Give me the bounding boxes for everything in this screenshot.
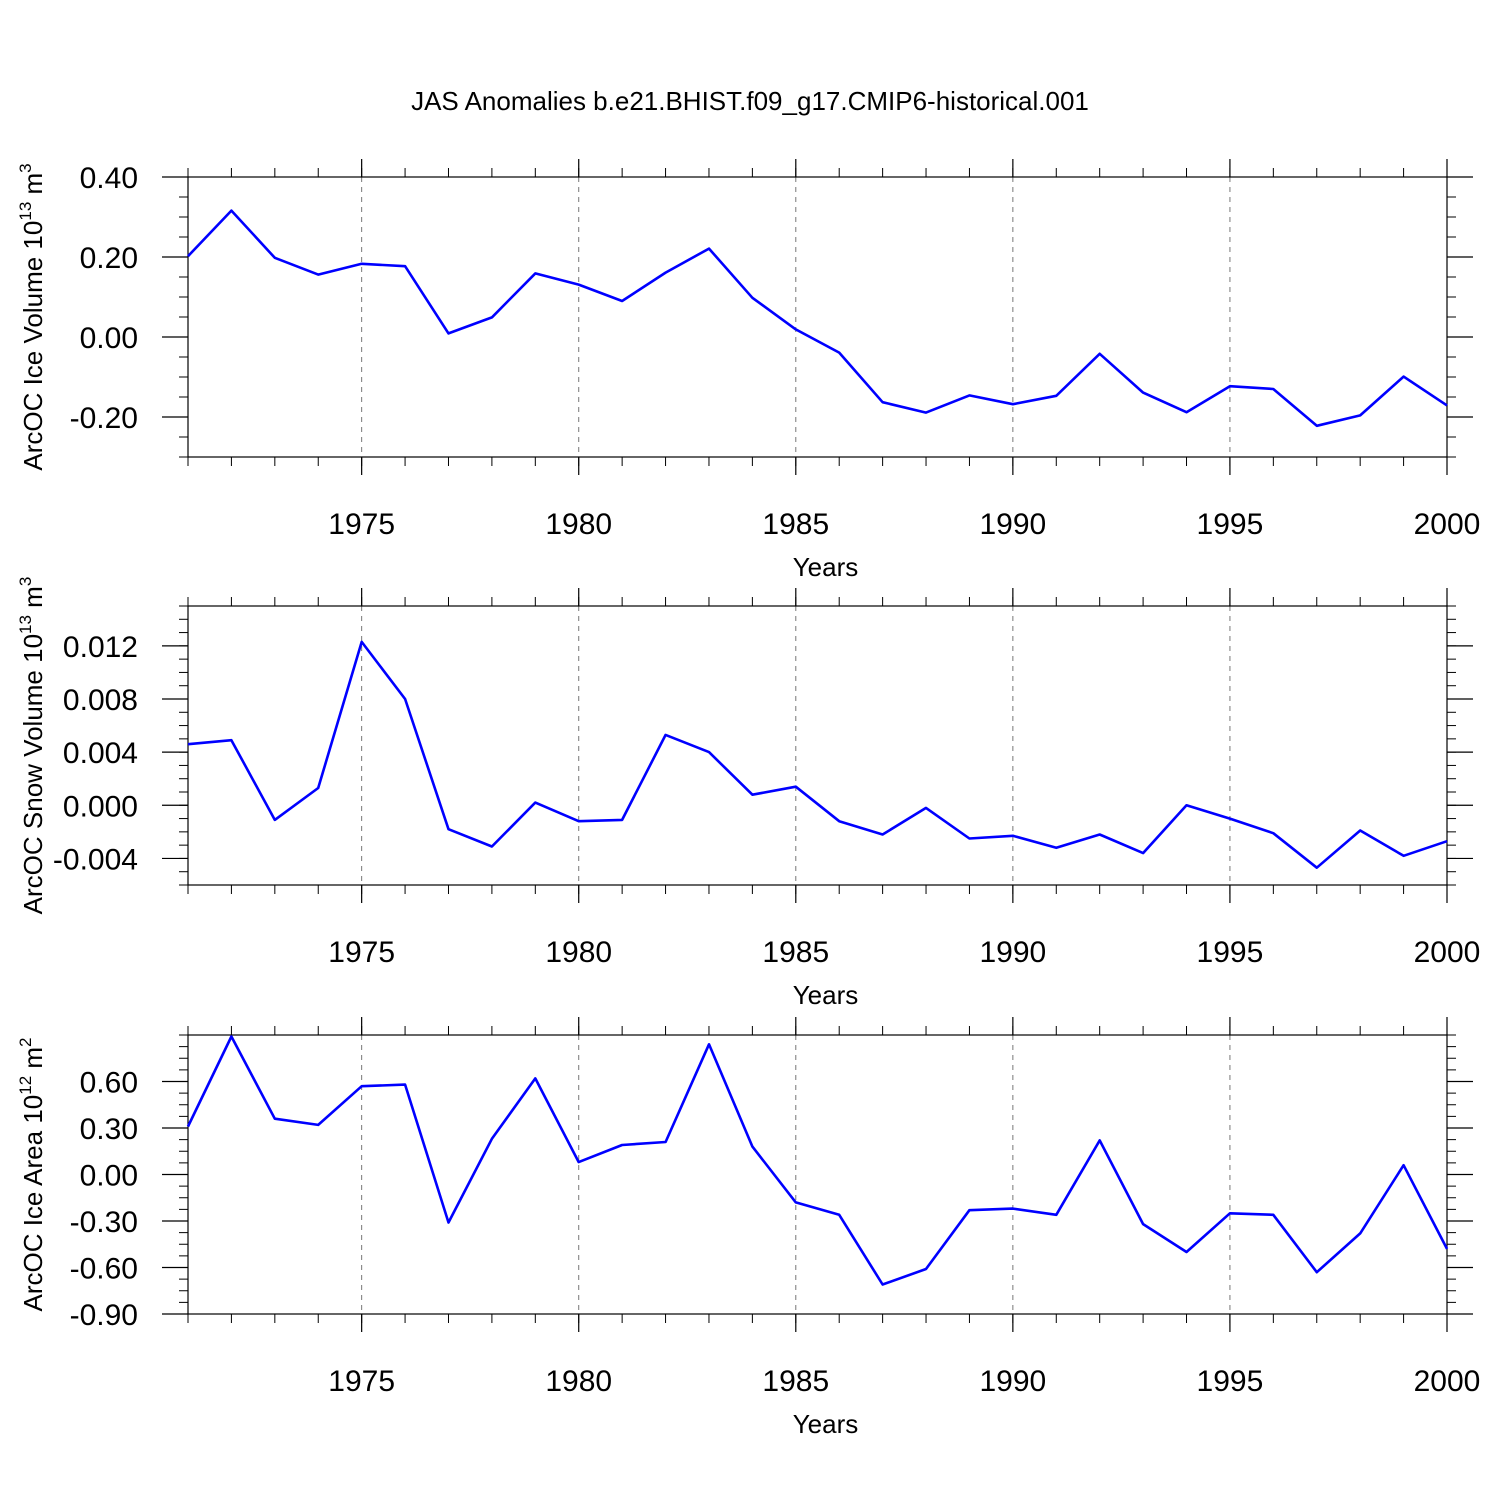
x-tick-label: 1980: [545, 1365, 612, 1398]
y-tick-label: -0.90: [70, 1299, 138, 1332]
y-tick-label: -0.004: [53, 843, 138, 876]
y-tick-label: -0.60: [70, 1253, 138, 1286]
y-tick-label: 0.012: [63, 631, 138, 664]
y-tick-label: 0.008: [63, 684, 138, 717]
x-tick-label: 1980: [545, 936, 612, 969]
plot-frame: [188, 177, 1447, 457]
x-tick-label: 2000: [1414, 1365, 1481, 1398]
y-tick-label: 0.00: [80, 1160, 138, 1193]
chart-panel-1: 1975 1980 1985 1990 1995 2000 0.40 0.20 0.00 -0.2…: [16, 159, 1480, 582]
y-axis-title-unit-exponent: 2: [16, 1037, 35, 1046]
x-tick-label: 1975: [328, 1365, 395, 1398]
x-axis-title: Years: [793, 552, 859, 582]
y-tick-label: 0.20: [80, 242, 138, 275]
y-axis-title: ArcOC Ice Area 1012 m2: [16, 1037, 48, 1311]
x-tick-label: 1990: [979, 1365, 1046, 1398]
y-axis-title-exponent: 13: [16, 202, 35, 221]
y-axis-title-exponent: 12: [16, 1076, 35, 1095]
y-tick-label: 0.40: [80, 162, 138, 195]
y-axis-title: ArcOC Snow Volume 1013 m3: [16, 577, 48, 915]
x-axis-title: Years: [793, 980, 859, 1010]
x-tick-label: 2000: [1414, 508, 1481, 541]
y-axis-title-exponent: 13: [16, 615, 35, 634]
y-tick-label: -0.20: [70, 402, 138, 435]
y-axis-title-text: ArcOC Ice Volume 10: [18, 221, 48, 471]
y-tick-label: 0.60: [80, 1067, 138, 1100]
chart-panel-3: 1975 1980 1985 1990 1995 2000 0.60 0.30 0.00 -0.3…: [16, 1017, 1480, 1439]
data-series-line: [188, 1037, 1447, 1285]
x-tick-label: 1985: [762, 1365, 829, 1398]
x-tick-label: 1985: [762, 508, 829, 541]
x-tick-label: 1990: [979, 508, 1046, 541]
y-tick-label: -0.30: [70, 1206, 138, 1239]
chart-panel-2: 1975 1980 1985 1990 1995 2000 0.012 0.008 0.004 0…: [16, 577, 1480, 1010]
y-tick-label: 0.00: [80, 322, 138, 355]
figure-title: JAS Anomalies b.e21.BHIST.f09_g17.CMIP6-…: [411, 86, 1089, 116]
data-series-line: [188, 642, 1447, 868]
x-tick-label: 2000: [1414, 936, 1481, 969]
x-tick-label: 1985: [762, 936, 829, 969]
x-tick-label: 1975: [328, 508, 395, 541]
plot-frame: [188, 1035, 1447, 1314]
x-tick-label: 1995: [1197, 508, 1264, 541]
data-series-line: [188, 211, 1447, 426]
y-tick-label: 0.000: [63, 790, 138, 823]
y-axis-title-unit-exponent: 3: [16, 577, 35, 586]
x-tick-label: 1980: [545, 508, 612, 541]
x-tick-label: 1975: [328, 936, 395, 969]
y-axis-title: ArcOC Ice Volume 1013 m3: [16, 163, 48, 470]
y-axis-title-unit: m: [18, 173, 48, 202]
y-axis-title-text: ArcOC Ice Area 10: [18, 1095, 48, 1312]
x-tick-label: 1995: [1197, 936, 1264, 969]
y-tick-label: 0.30: [80, 1113, 138, 1146]
y-axis-title-unit: m: [18, 586, 48, 615]
x-tick-label: 1990: [979, 936, 1046, 969]
y-tick-label: 0.004: [63, 737, 138, 770]
y-axis-title-unit: m: [18, 1047, 48, 1076]
y-axis-title-text: ArcOC Snow Volume 10: [18, 634, 48, 914]
x-tick-label: 1995: [1197, 1365, 1264, 1398]
plot-frame: [188, 606, 1447, 885]
x-axis-title: Years: [793, 1409, 859, 1439]
y-axis-title-unit-exponent: 3: [16, 163, 35, 172]
